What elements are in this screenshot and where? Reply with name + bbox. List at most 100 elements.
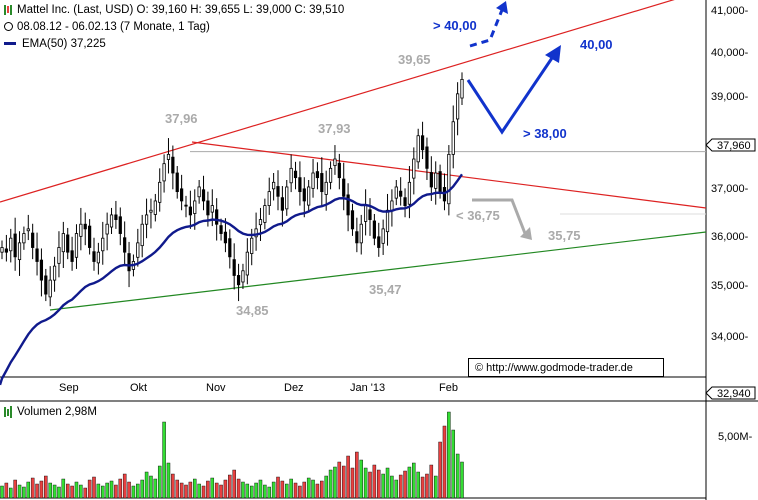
volume-bar	[210, 477, 215, 499]
candle-body	[144, 214, 149, 225]
candle	[337, 153, 341, 190]
candle-body	[245, 251, 249, 276]
volume-bar	[394, 479, 399, 499]
candle-body	[320, 173, 324, 193]
candle-body	[315, 171, 320, 179]
candle	[377, 222, 381, 257]
volume-bar	[162, 421, 166, 499]
candle-body	[438, 171, 442, 193]
candle	[333, 145, 337, 175]
candle	[285, 179, 289, 216]
volume-bar	[166, 462, 171, 499]
candle	[201, 175, 206, 211]
volume-bar	[429, 464, 434, 499]
candle-body	[74, 233, 79, 258]
volume-bar	[271, 481, 276, 499]
candle-body	[399, 190, 403, 197]
volume-bar	[105, 482, 109, 499]
candle-body	[35, 248, 39, 262]
ema-legend-text: EMA(50) 37,225	[22, 38, 106, 50]
volume-bar	[136, 483, 140, 499]
candle-body	[324, 181, 328, 195]
volume-bar	[363, 467, 368, 499]
candle	[105, 212, 109, 251]
candle	[26, 214, 30, 241]
candle-body	[52, 265, 57, 281]
candle-body	[188, 206, 192, 216]
candle-body	[228, 238, 232, 258]
candle	[61, 221, 65, 269]
ema50-line	[0, 173, 463, 386]
candle	[434, 161, 438, 205]
candle-body	[83, 223, 87, 230]
candle-body	[250, 237, 254, 254]
candle	[342, 162, 346, 211]
volume-bar	[96, 483, 101, 499]
volume-bar	[359, 459, 363, 499]
blue-v-arrow	[466, 57, 554, 135]
candle	[320, 157, 324, 206]
candle-body	[420, 135, 425, 151]
candle-body	[127, 253, 131, 272]
candle	[13, 217, 17, 271]
candle-body	[280, 197, 284, 211]
candle	[109, 207, 114, 235]
y-tick-label: 39,000-	[711, 91, 749, 103]
annotation-level: < 36,75	[456, 208, 500, 223]
annotation-level: 37,96	[165, 111, 198, 126]
volume-bar	[157, 465, 162, 499]
candle-body	[337, 162, 341, 179]
candle	[184, 195, 188, 218]
volume-bar	[101, 485, 105, 499]
volume-bar	[249, 485, 254, 499]
gridlines	[190, 151, 706, 215]
candle-body	[109, 214, 114, 228]
candle-body	[425, 146, 429, 169]
candle-body	[9, 237, 13, 252]
candle-body	[263, 205, 267, 223]
candle	[258, 207, 263, 241]
candle	[22, 226, 26, 250]
candle	[136, 228, 140, 267]
chart-title-text: Mattel Inc. (Last, USD) O: 39,160 H: 39,…	[17, 4, 345, 16]
y-tick-label: 40,000-	[711, 47, 749, 59]
candle	[48, 266, 52, 307]
candle	[412, 147, 416, 195]
volume-bar	[372, 464, 377, 499]
candle	[368, 198, 372, 236]
gray-arrow-head	[520, 227, 532, 240]
volume-bar	[65, 483, 70, 499]
x-tick-label: Dez	[284, 382, 304, 394]
candle-body	[48, 279, 52, 298]
candle	[272, 173, 276, 201]
candle	[399, 177, 403, 206]
volume-bar	[57, 486, 61, 499]
candle	[276, 170, 280, 211]
candle	[79, 207, 83, 251]
volume-bar	[293, 482, 298, 499]
volume-bar	[228, 474, 232, 499]
gray-arrow	[472, 198, 528, 237]
volume-bar	[416, 471, 420, 499]
annotation-target: > 38,00	[523, 126, 567, 141]
volume-legend-text: Volumen 2,98M	[17, 406, 97, 419]
candle-body	[254, 228, 258, 238]
volume-bar	[109, 480, 114, 499]
volume-bar	[30, 477, 35, 499]
candle-body	[267, 191, 271, 206]
candle-body	[162, 163, 166, 182]
blue-dashed-arrow-head	[496, 1, 508, 14]
volume-bar	[127, 481, 131, 499]
volume-bar	[35, 483, 39, 499]
svg-text:32,940: 32,940	[717, 388, 751, 400]
candle-body	[79, 223, 83, 237]
candle-body	[232, 259, 236, 276]
candle	[57, 231, 61, 278]
candle-body	[180, 188, 184, 202]
candle	[420, 121, 425, 160]
x-tick-label: Nov	[206, 382, 226, 394]
candle-body	[333, 158, 337, 166]
volume-bar	[219, 484, 223, 499]
candle-body	[407, 181, 412, 205]
candles	[0, 72, 464, 307]
